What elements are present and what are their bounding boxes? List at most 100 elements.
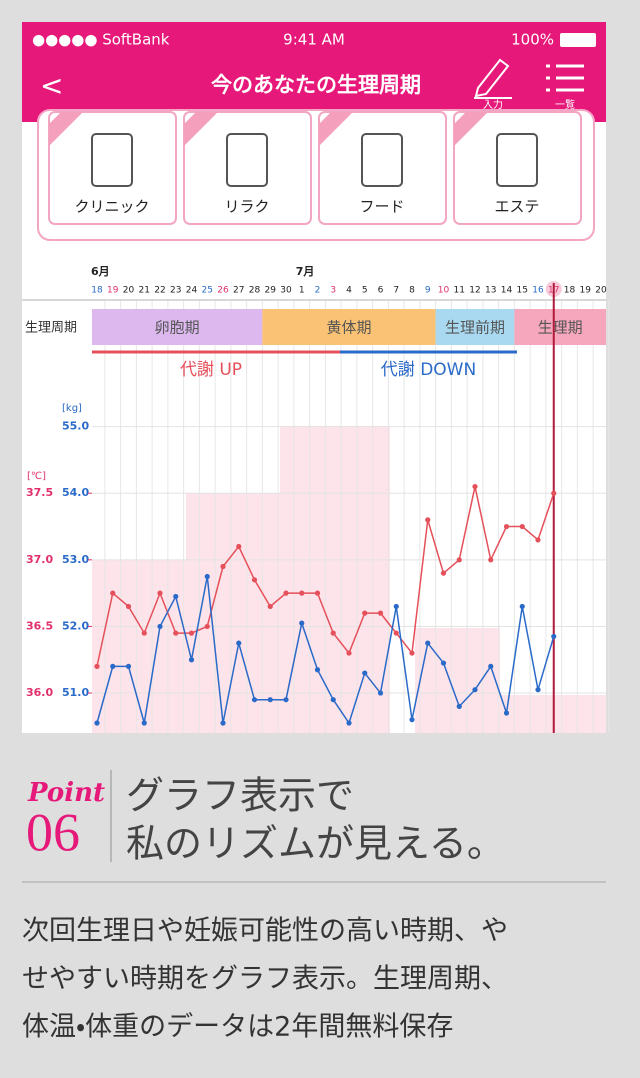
point-label: Point	[27, 778, 105, 808]
data-point	[110, 590, 116, 596]
data-point	[440, 570, 447, 576]
data-point	[519, 523, 525, 530]
y-tick-label: 54.0	[62, 486, 89, 499]
data-point	[141, 720, 147, 726]
data-point	[409, 717, 415, 723]
data-point	[362, 670, 368, 676]
phase-block	[514, 309, 606, 345]
y-axis-label: [kg]	[62, 403, 82, 414]
data-point	[314, 667, 321, 673]
data-point	[503, 523, 510, 530]
data-point	[362, 610, 368, 616]
input-button[interactable]: 入力	[474, 58, 512, 111]
shade	[280, 426, 390, 733]
data-point	[472, 483, 478, 490]
data-point	[393, 603, 399, 610]
x-tick-label: 16	[532, 286, 544, 296]
data-point	[346, 720, 352, 726]
data-point	[220, 563, 226, 570]
back-button[interactable]: <	[40, 69, 63, 102]
data-point	[94, 720, 100, 726]
x-tick-label: 5	[362, 286, 368, 296]
x-tick-label: 15	[517, 286, 528, 296]
x-tick-label: 30	[280, 286, 292, 296]
phase-row-label: 生理周期	[25, 321, 77, 336]
phase-block	[92, 309, 263, 345]
data-point	[251, 697, 258, 703]
x-tick-label: 1	[299, 286, 305, 296]
card[interactable]: クリニック	[48, 111, 177, 225]
x-tick-label: 23	[170, 286, 181, 296]
data-point	[503, 710, 510, 716]
x-tick-label: 2	[315, 286, 321, 296]
description-line: 次回生理日や妊娠可能性の高い時期、や	[22, 916, 508, 947]
x-tick-label: 19	[580, 286, 592, 296]
x-tick-label: 24	[186, 286, 198, 296]
phase-block	[262, 309, 436, 345]
phase-label: 生理前期	[445, 319, 505, 337]
data-point	[393, 630, 399, 636]
data-point	[330, 630, 336, 636]
data-point	[173, 630, 179, 636]
card-box	[318, 111, 447, 225]
x-tick-label: 20	[595, 286, 607, 296]
card-ribbon	[454, 112, 488, 146]
phase-label: 卵胞期	[155, 319, 200, 337]
battery-icon	[560, 33, 596, 47]
data-point	[456, 557, 462, 563]
x-tick-label: 8	[409, 286, 415, 296]
x-tick-label: 12	[469, 286, 480, 296]
data-point	[330, 697, 336, 703]
data-point	[551, 633, 557, 640]
description-line: 体温・体重のデータは2年間無料保存	[22, 1012, 453, 1043]
data-point	[204, 573, 210, 580]
card[interactable]: エステ	[453, 111, 582, 225]
data-point	[267, 697, 273, 703]
phase-label: 生理期	[538, 319, 583, 337]
data-point	[425, 640, 431, 646]
x-tick-label: 29	[265, 286, 277, 296]
shade	[92, 560, 186, 733]
card-label: クリニック	[74, 198, 149, 216]
y-tick-label: 53.0	[62, 553, 89, 566]
data-point	[440, 660, 447, 666]
data-point	[299, 620, 305, 626]
nav-title: 今のあなたの生理周期	[211, 73, 421, 97]
card-icon	[226, 133, 268, 187]
data-point	[157, 590, 163, 596]
data-point	[377, 610, 384, 616]
data-point	[472, 687, 478, 693]
data-point	[377, 690, 384, 696]
data-point	[251, 577, 258, 583]
phase-block	[435, 309, 515, 345]
data-point	[283, 697, 289, 703]
card-icon	[496, 133, 538, 187]
data-point	[141, 630, 147, 636]
data-point	[299, 590, 305, 596]
data-point	[125, 663, 132, 670]
data-point	[346, 650, 352, 656]
card[interactable]: リラク	[183, 111, 312, 225]
card-ribbon	[184, 112, 218, 146]
x-tick-label: 27	[233, 286, 244, 296]
x-tick-label: 18	[564, 286, 576, 296]
metabolism-label: 代謝 UP	[180, 360, 242, 380]
x-tick-label: 18	[91, 286, 103, 296]
data-point	[125, 603, 132, 610]
x-tick-label: 10	[438, 286, 450, 296]
heading-line: グラフ表示で	[126, 774, 354, 818]
data-point	[220, 720, 226, 726]
input-label: 入力	[483, 98, 503, 111]
month-label: 6月	[91, 265, 110, 278]
series-line	[96, 486, 555, 667]
card-box	[48, 111, 177, 225]
x-tick-label: 21	[139, 286, 150, 296]
list-button[interactable]: 一覧	[546, 64, 584, 111]
y2-tick-label: 37.5	[26, 486, 53, 499]
card[interactable]: フード	[318, 111, 447, 225]
data-point	[519, 603, 525, 610]
card-label: リラク	[224, 198, 269, 216]
x-tick-label: 9	[425, 286, 431, 296]
data-point	[110, 663, 116, 670]
